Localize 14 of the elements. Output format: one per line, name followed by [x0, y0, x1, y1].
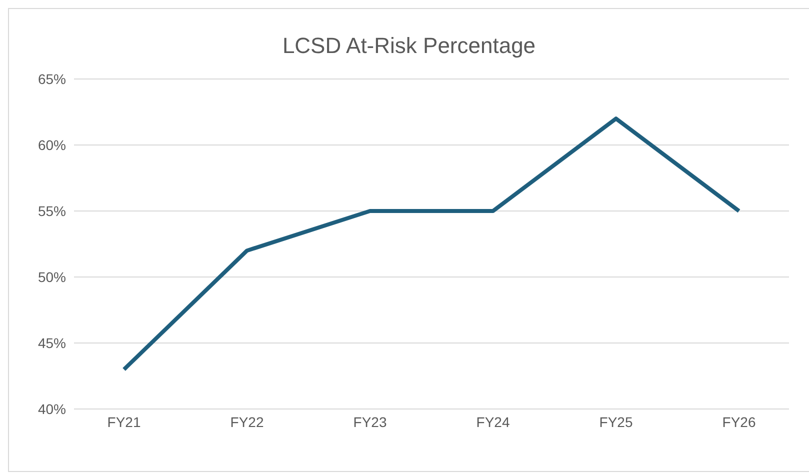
x-tick-label: FY22	[230, 414, 264, 430]
y-tick-label: 45%	[38, 334, 66, 351]
line-series	[122, 116, 741, 372]
y-tick-label: 65%	[38, 70, 66, 87]
chart-title: LCSD At-Risk Percentage	[281, 33, 537, 59]
x-tick-label: FY25	[599, 414, 633, 430]
x-tick-label: FY24	[476, 414, 510, 430]
x-tick-label: FY26	[722, 414, 756, 430]
y-tick-label: 60%	[38, 136, 66, 153]
y-tick-label: 50%	[38, 268, 66, 285]
y-tick-label: 55%	[38, 202, 66, 219]
x-tick-label: FY23	[353, 414, 387, 430]
x-tick-label: FY21	[107, 414, 141, 430]
y-tick-label: 40%	[38, 400, 66, 417]
